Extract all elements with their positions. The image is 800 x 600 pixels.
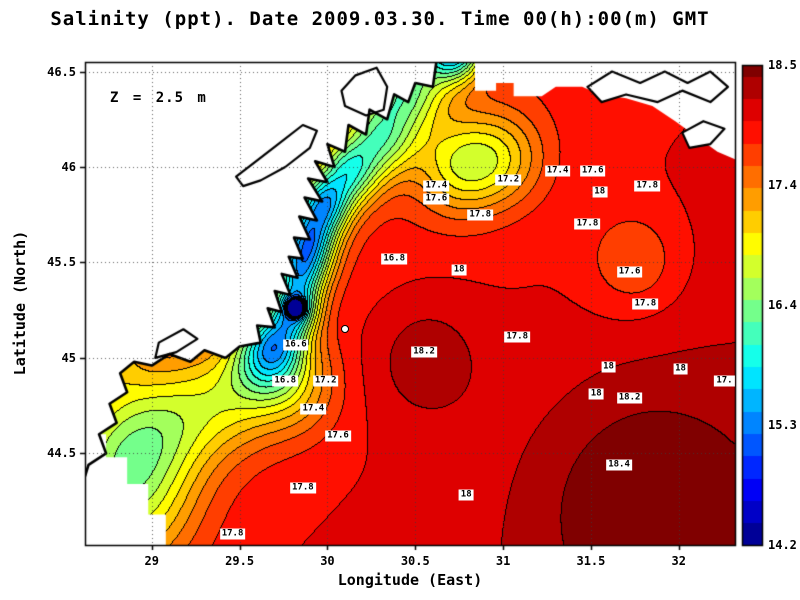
chart-title: Salinity (ppt). Date 2009.03.30. Time 00… <box>50 8 710 30</box>
contour-label: 17.8 <box>219 528 246 540</box>
contour-label: 17.8 <box>289 482 316 494</box>
contour-label: 18.2 <box>616 392 643 404</box>
colorbar-tick-label: 15.3 <box>768 418 797 432</box>
contour-label: 18 <box>588 388 604 400</box>
y-tick-label: 44.5 <box>47 446 76 461</box>
contour-label: 17.4 <box>423 180 450 192</box>
y-tick-label: 45.5 <box>47 255 76 270</box>
contour-label: 17.4 <box>544 165 571 177</box>
contour-label: 17.6 <box>423 193 450 205</box>
colorbar-tick-label: 14.2 <box>768 538 797 552</box>
depth-annotation: Z = 2.5 m <box>110 90 207 106</box>
contour-label: 18 <box>592 186 608 198</box>
contour-label: 17.6 <box>616 266 643 278</box>
x-tick-label: 29.5 <box>225 554 255 568</box>
x-tick-label: 30.5 <box>400 554 430 568</box>
y-tick-label: 45 <box>61 350 76 365</box>
colorbar-tick-label: 17.4 <box>768 178 797 192</box>
contour-label: 17.4 <box>300 403 327 415</box>
contour-label: 16.8 <box>272 375 299 387</box>
contour-label: 17.6 <box>579 165 606 177</box>
contour-label: 17.8 <box>574 218 601 230</box>
x-tick-label: 29 <box>144 554 159 568</box>
x-tick-label: 32 <box>671 554 687 568</box>
y-axis-label: Latitude (North) <box>11 230 29 376</box>
x-tick-label: 30 <box>320 554 335 568</box>
contour-label: 16.6 <box>282 339 309 351</box>
contour-label: 17.8 <box>504 331 530 343</box>
contour-label: 17.8 <box>632 298 659 310</box>
contour-label: 18 <box>601 361 616 373</box>
contour-label: 16.8 <box>381 253 408 265</box>
x-axis-label: Longitude (East) <box>337 571 483 589</box>
contour-label: 17.2 <box>312 375 339 387</box>
contour-label: 18 <box>673 363 688 375</box>
contour-label: 18 <box>451 264 467 276</box>
contour-label: 18.2 <box>411 346 437 358</box>
contour-label: 17.2 <box>495 174 522 186</box>
y-tick-label: 46.5 <box>47 64 76 79</box>
contour-label: 18 <box>458 489 474 501</box>
station-marker <box>341 325 349 334</box>
x-tick-label: 31 <box>495 554 511 568</box>
y-tick-label: 46 <box>61 160 76 174</box>
contour-label: 17. <box>714 375 735 387</box>
colorbar-tick-label: 18.5 <box>768 58 797 72</box>
contour-label: 17.8 <box>634 180 660 192</box>
colorbar-tick-label: 16.4 <box>768 298 797 312</box>
contour-label: 17.8 <box>467 209 494 221</box>
contour-label: 18.4 <box>606 459 632 471</box>
x-tick-label: 31.5 <box>576 554 606 568</box>
contour-label: 17.6 <box>325 430 351 442</box>
